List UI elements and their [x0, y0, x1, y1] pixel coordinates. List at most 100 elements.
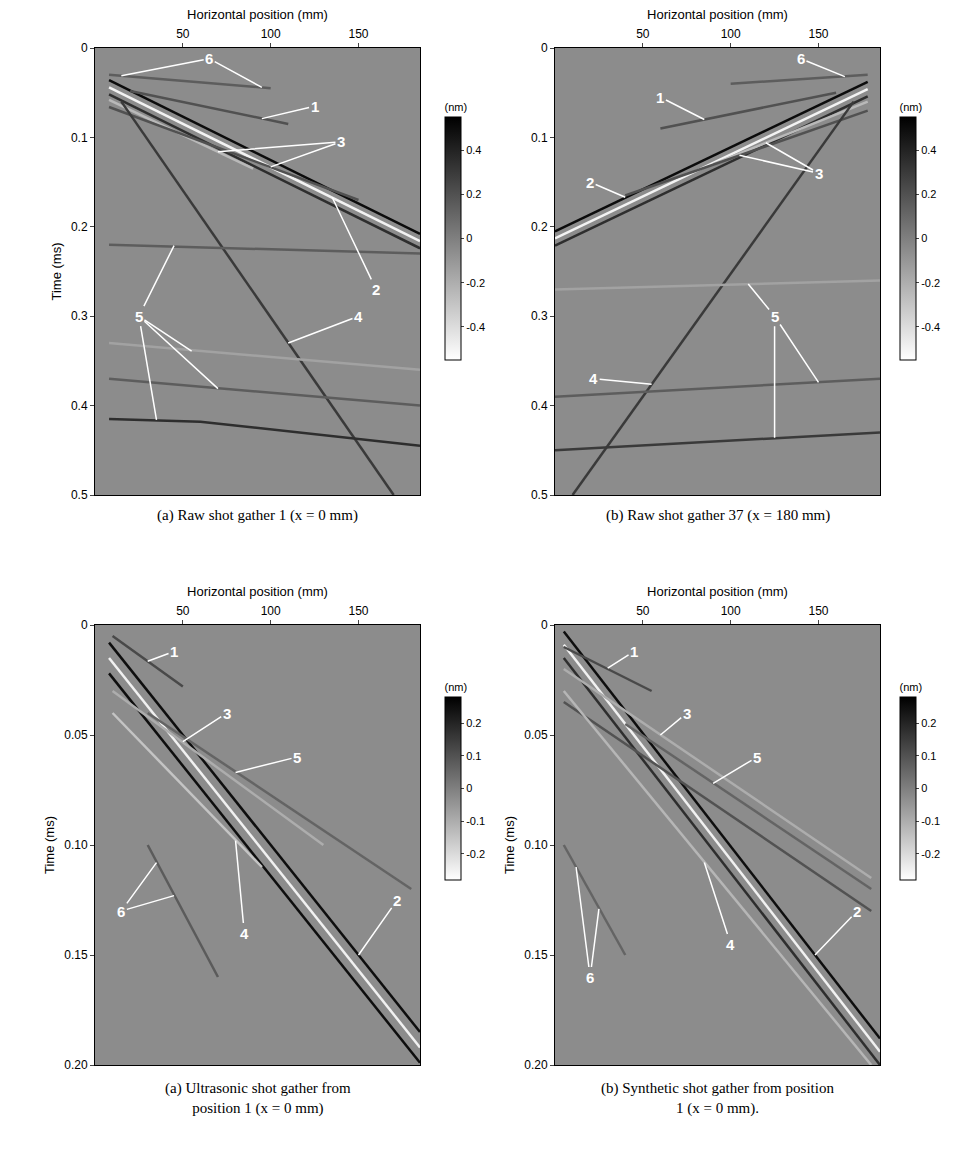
svg-text:4: 4 — [354, 308, 363, 325]
svg-text:0.05: 0.05 — [64, 728, 88, 742]
svg-text:5: 5 — [293, 749, 301, 766]
svg-text:0.2: 0.2 — [466, 717, 481, 729]
svg-text:0: 0 — [466, 782, 472, 794]
svg-text:0.4: 0.4 — [71, 399, 88, 413]
svg-text:(nm): (nm) — [445, 681, 468, 693]
svg-text:50: 50 — [636, 604, 650, 618]
svg-text:50: 50 — [636, 27, 650, 41]
svg-text:0.4: 0.4 — [921, 144, 936, 156]
svg-text:Horizontal position (mm): Horizontal position (mm) — [647, 584, 788, 599]
svg-text:3: 3 — [683, 705, 691, 722]
svg-text:6: 6 — [586, 969, 594, 986]
svg-text:150: 150 — [348, 27, 368, 41]
svg-text:0: 0 — [921, 782, 927, 794]
svg-text:3: 3 — [815, 165, 823, 182]
svg-text:(nm): (nm) — [900, 101, 923, 113]
svg-text:0.5: 0.5 — [71, 488, 88, 502]
svg-text:5: 5 — [771, 308, 779, 325]
svg-text:-0.1: -0.1 — [466, 815, 485, 827]
svg-text:5: 5 — [135, 308, 143, 325]
svg-text:100: 100 — [721, 604, 741, 618]
svg-text:(nm): (nm) — [900, 681, 923, 693]
svg-text:6: 6 — [205, 50, 213, 67]
svg-text:5: 5 — [135, 308, 143, 325]
svg-text:5: 5 — [135, 308, 143, 325]
svg-text:6: 6 — [117, 903, 125, 920]
svg-text:3: 3 — [337, 133, 345, 150]
svg-text:1: 1 — [311, 98, 319, 115]
svg-text:0.15: 0.15 — [524, 948, 548, 962]
svg-text:0.2: 0.2 — [71, 220, 88, 234]
svg-text:2: 2 — [853, 903, 861, 920]
svg-text:(a) Raw shot gather 1 (x = 0 m: (a) Raw shot gather 1 (x = 0 mm) — [157, 507, 358, 524]
svg-text:0.3: 0.3 — [71, 309, 88, 323]
svg-text:(nm): (nm) — [445, 101, 468, 113]
svg-text:3: 3 — [815, 165, 823, 182]
svg-text:-0.2: -0.2 — [466, 848, 485, 860]
svg-text:0.1: 0.1 — [466, 750, 481, 762]
svg-text:-0.2: -0.2 — [466, 277, 485, 289]
svg-text:6: 6 — [205, 50, 213, 67]
svg-text:0.5: 0.5 — [531, 488, 548, 502]
svg-text:100: 100 — [261, 27, 281, 41]
svg-text:0.2: 0.2 — [531, 220, 548, 234]
svg-text:0.05: 0.05 — [524, 728, 548, 742]
svg-text:Horizontal position (mm): Horizontal position (mm) — [647, 7, 788, 22]
svg-text:100: 100 — [721, 27, 741, 41]
svg-text:0: 0 — [921, 232, 927, 244]
svg-text:3: 3 — [337, 133, 345, 150]
svg-text:6: 6 — [797, 50, 805, 67]
svg-text:-0.1: -0.1 — [921, 815, 940, 827]
svg-text:0: 0 — [81, 618, 88, 632]
svg-text:Time (ms): Time (ms) — [502, 816, 517, 874]
svg-text:-0.2: -0.2 — [921, 848, 940, 860]
svg-text:-0.4: -0.4 — [466, 321, 485, 333]
svg-text:5: 5 — [135, 308, 143, 325]
svg-text:1: 1 — [630, 643, 638, 660]
svg-text:(b) Synthetic shot gather from: (b) Synthetic shot gather from position1… — [601, 1080, 834, 1117]
svg-text:0.10: 0.10 — [64, 838, 88, 852]
svg-text:-0.2: -0.2 — [921, 277, 940, 289]
svg-text:0.2: 0.2 — [921, 188, 936, 200]
svg-text:0.20: 0.20 — [524, 1058, 548, 1072]
svg-text:Time (ms): Time (ms) — [42, 816, 57, 874]
svg-text:0.4: 0.4 — [531, 399, 548, 413]
svg-text:0.10: 0.10 — [524, 838, 548, 852]
svg-text:1: 1 — [656, 89, 664, 106]
svg-text:50: 50 — [176, 604, 190, 618]
svg-text:6: 6 — [586, 969, 594, 986]
svg-text:0.1: 0.1 — [531, 131, 548, 145]
svg-text:5: 5 — [771, 308, 779, 325]
svg-text:0: 0 — [81, 41, 88, 55]
svg-text:6: 6 — [117, 903, 125, 920]
svg-text:5: 5 — [771, 308, 779, 325]
svg-text:0.20: 0.20 — [64, 1058, 88, 1072]
svg-text:1: 1 — [170, 643, 178, 660]
svg-text:0: 0 — [466, 232, 472, 244]
svg-text:150: 150 — [808, 604, 828, 618]
svg-text:5: 5 — [753, 749, 761, 766]
svg-text:0.15: 0.15 — [64, 948, 88, 962]
svg-text:150: 150 — [348, 604, 368, 618]
svg-text:0.2: 0.2 — [466, 188, 481, 200]
svg-text:150: 150 — [808, 27, 828, 41]
svg-text:3: 3 — [223, 705, 231, 722]
svg-text:2: 2 — [586, 174, 594, 191]
svg-text:0.1: 0.1 — [921, 750, 936, 762]
svg-text:4: 4 — [240, 925, 249, 942]
svg-text:50: 50 — [176, 27, 190, 41]
svg-text:Time (ms): Time (ms) — [49, 242, 64, 300]
svg-text:0.1: 0.1 — [71, 131, 88, 145]
svg-text:-0.4: -0.4 — [921, 321, 940, 333]
svg-text:100: 100 — [261, 604, 281, 618]
svg-text:0: 0 — [541, 618, 548, 632]
svg-text:2: 2 — [372, 281, 380, 298]
svg-text:(a) Ultrasonic shot gather fro: (a) Ultrasonic shot gather fromposition … — [165, 1080, 351, 1117]
svg-text:4: 4 — [726, 936, 735, 953]
svg-text:4: 4 — [589, 370, 598, 387]
svg-text:Horizontal position (mm): Horizontal position (mm) — [187, 7, 328, 22]
svg-text:0.4: 0.4 — [466, 144, 481, 156]
svg-text:0.3: 0.3 — [531, 309, 548, 323]
svg-text:0.2: 0.2 — [921, 717, 936, 729]
svg-text:(b) Raw shot gather 37 (x = 18: (b) Raw shot gather 37 (x = 180 mm) — [606, 507, 830, 524]
